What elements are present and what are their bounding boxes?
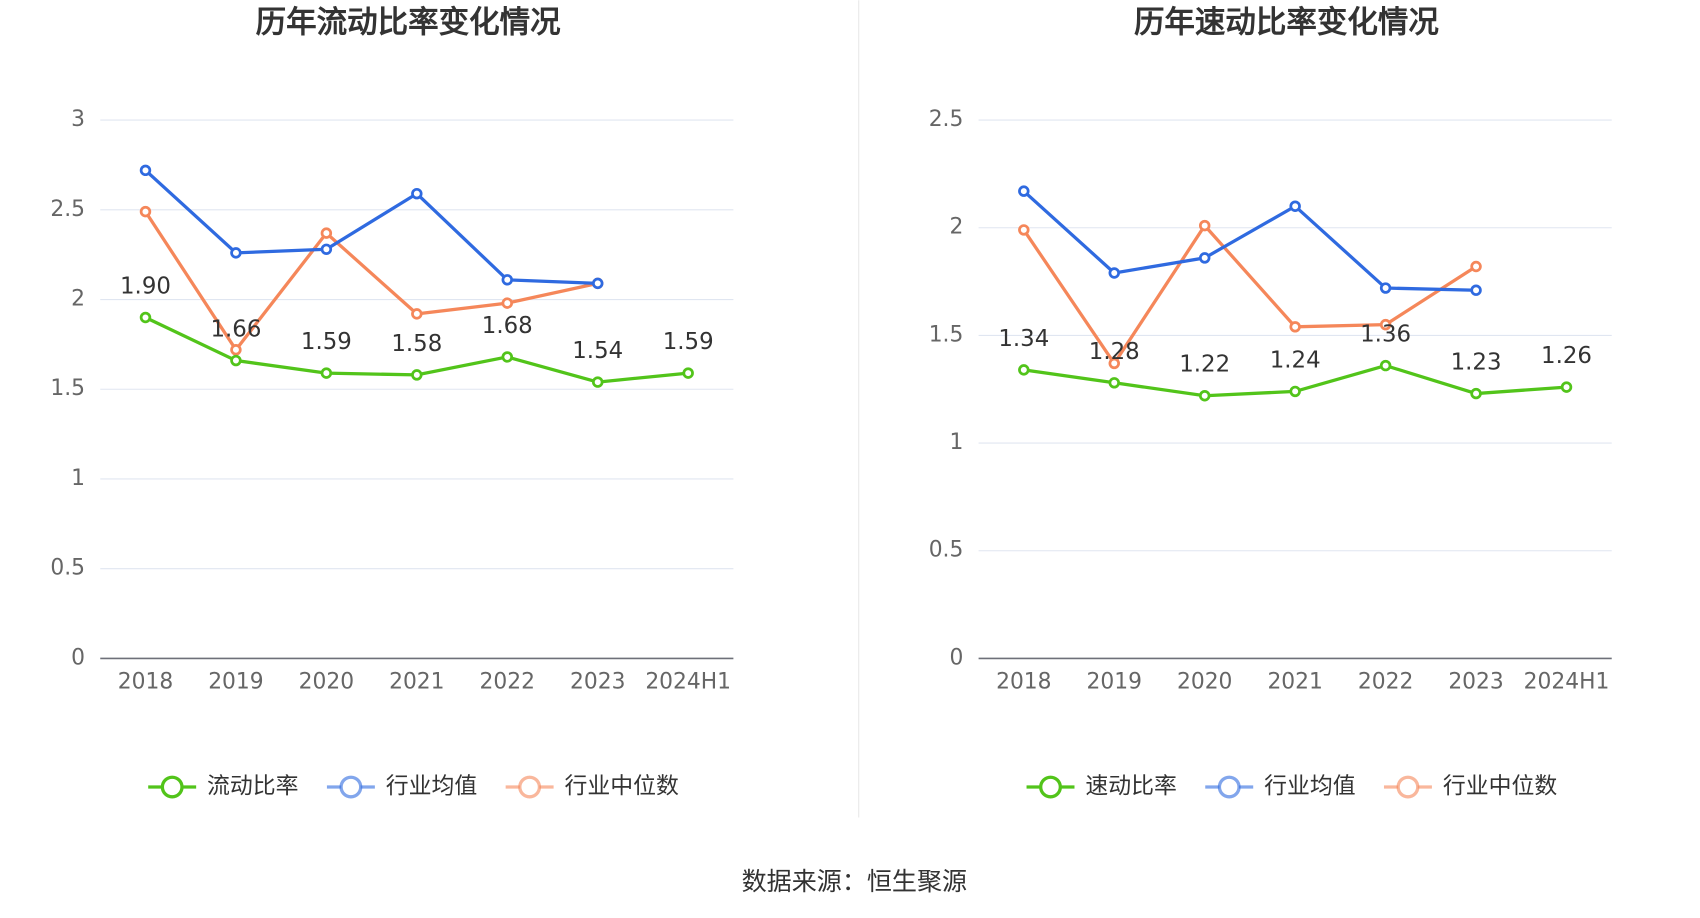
data-point xyxy=(1379,359,1392,372)
y-tick-label: 1 xyxy=(949,430,963,455)
x-tick-label: 2019 xyxy=(1087,669,1142,694)
data-point xyxy=(411,187,423,200)
value-label: 1.28 xyxy=(1089,339,1140,365)
legend-label: 行业中位数 xyxy=(1443,774,1558,800)
data-point xyxy=(139,164,152,177)
data-point xyxy=(682,367,694,379)
data-point xyxy=(592,376,604,388)
y-tick-label: 2 xyxy=(949,215,963,240)
data-point xyxy=(139,311,152,324)
legend-label: 行业中位数 xyxy=(564,774,679,800)
data-point xyxy=(1289,200,1301,212)
x-tick-label: 2022 xyxy=(1358,669,1413,694)
data-point xyxy=(1379,318,1392,331)
data-point xyxy=(320,367,333,379)
value-label: 1.59 xyxy=(301,329,352,355)
y-tick-label: 2.5 xyxy=(50,197,85,222)
data-point xyxy=(1018,364,1030,376)
data-point xyxy=(230,247,242,259)
chart-title: 历年流动比率变化情况 xyxy=(256,5,561,41)
y-tick-label: 2.5 xyxy=(929,107,964,132)
x-tick-label: 2021 xyxy=(389,669,444,694)
value-label: 1.26 xyxy=(1541,343,1592,369)
x-tick-label: 2021 xyxy=(1267,669,1322,694)
data-point xyxy=(501,297,513,309)
data-point xyxy=(1379,282,1392,294)
data-point xyxy=(1470,284,1482,296)
data-point xyxy=(320,227,333,239)
x-tick-label: 2024H1 xyxy=(645,669,731,694)
source-note: 数据来源：恒生聚源 xyxy=(742,867,967,896)
x-tick-label: 2018 xyxy=(118,669,173,694)
y-tick-label: 0 xyxy=(949,645,963,670)
series-line xyxy=(1022,189,1477,292)
chart-title: 历年速动比率变化情况 xyxy=(1134,5,1439,41)
x-tick-label: 2024H1 xyxy=(1524,669,1610,694)
x-tick-label: 2022 xyxy=(480,669,535,694)
legend-marker xyxy=(1039,775,1062,799)
y-tick-label: 0.5 xyxy=(50,556,85,581)
data-point xyxy=(1470,387,1482,400)
value-label: 1.59 xyxy=(663,329,714,355)
value-label: 1.58 xyxy=(391,331,442,357)
data-point xyxy=(1198,389,1211,402)
value-label: 1.66 xyxy=(210,317,261,343)
data-point xyxy=(501,351,513,363)
legend-label: 流动比率 xyxy=(207,774,299,800)
x-tick-label: 2019 xyxy=(208,669,263,694)
value-label: 1.90 xyxy=(120,273,171,299)
data-point xyxy=(411,369,423,381)
data-point xyxy=(1289,385,1301,398)
data-point xyxy=(1289,321,1301,333)
data-point xyxy=(1108,267,1120,279)
data-point xyxy=(1198,219,1211,232)
data-point xyxy=(1560,381,1573,393)
series-line xyxy=(144,169,598,286)
data-point xyxy=(1108,357,1120,370)
x-tick-label: 2023 xyxy=(570,669,625,694)
legend-marker xyxy=(160,775,184,799)
data-point xyxy=(320,243,333,256)
value-label: 1.22 xyxy=(1179,352,1230,378)
legend-marker xyxy=(339,775,363,799)
legend-marker xyxy=(518,775,542,799)
x-tick-label: 2020 xyxy=(1177,669,1232,694)
legend-marker xyxy=(1396,775,1420,799)
data-point xyxy=(411,308,423,320)
value-label: 1.24 xyxy=(1270,347,1321,373)
x-tick-label: 2018 xyxy=(996,669,1051,694)
x-tick-label: 2020 xyxy=(299,669,354,694)
y-tick-label: 1.5 xyxy=(929,322,964,347)
value-label: 1.23 xyxy=(1451,350,1502,376)
data-point xyxy=(1108,377,1120,389)
value-label: 1.34 xyxy=(998,326,1049,352)
series-line xyxy=(1022,222,1477,367)
value-label: 1.36 xyxy=(1360,322,1411,348)
value-label: 1.54 xyxy=(572,338,623,364)
data-point xyxy=(230,354,242,367)
data-point xyxy=(1018,185,1030,197)
series-line xyxy=(144,210,599,353)
data-point xyxy=(1018,224,1030,236)
data-point xyxy=(139,205,152,218)
legend-label: 行业均值 xyxy=(386,774,478,800)
y-tick-label: 0.5 xyxy=(929,538,964,563)
data-point xyxy=(1198,252,1211,264)
data-point xyxy=(592,277,604,290)
y-tick-label: 1.5 xyxy=(50,376,85,401)
x-tick-label: 2023 xyxy=(1448,669,1503,694)
data-point xyxy=(230,344,242,356)
y-tick-label: 3 xyxy=(71,107,85,132)
y-tick-label: 2 xyxy=(71,287,85,312)
y-tick-label: 0 xyxy=(71,645,85,670)
legend-marker xyxy=(1217,775,1241,799)
data-point xyxy=(501,274,513,286)
legend-label: 速动比率 xyxy=(1085,774,1177,800)
value-label: 1.68 xyxy=(482,313,533,339)
data-point xyxy=(1470,260,1482,273)
y-tick-label: 1 xyxy=(71,466,85,491)
legend-label: 行业均值 xyxy=(1264,774,1356,800)
